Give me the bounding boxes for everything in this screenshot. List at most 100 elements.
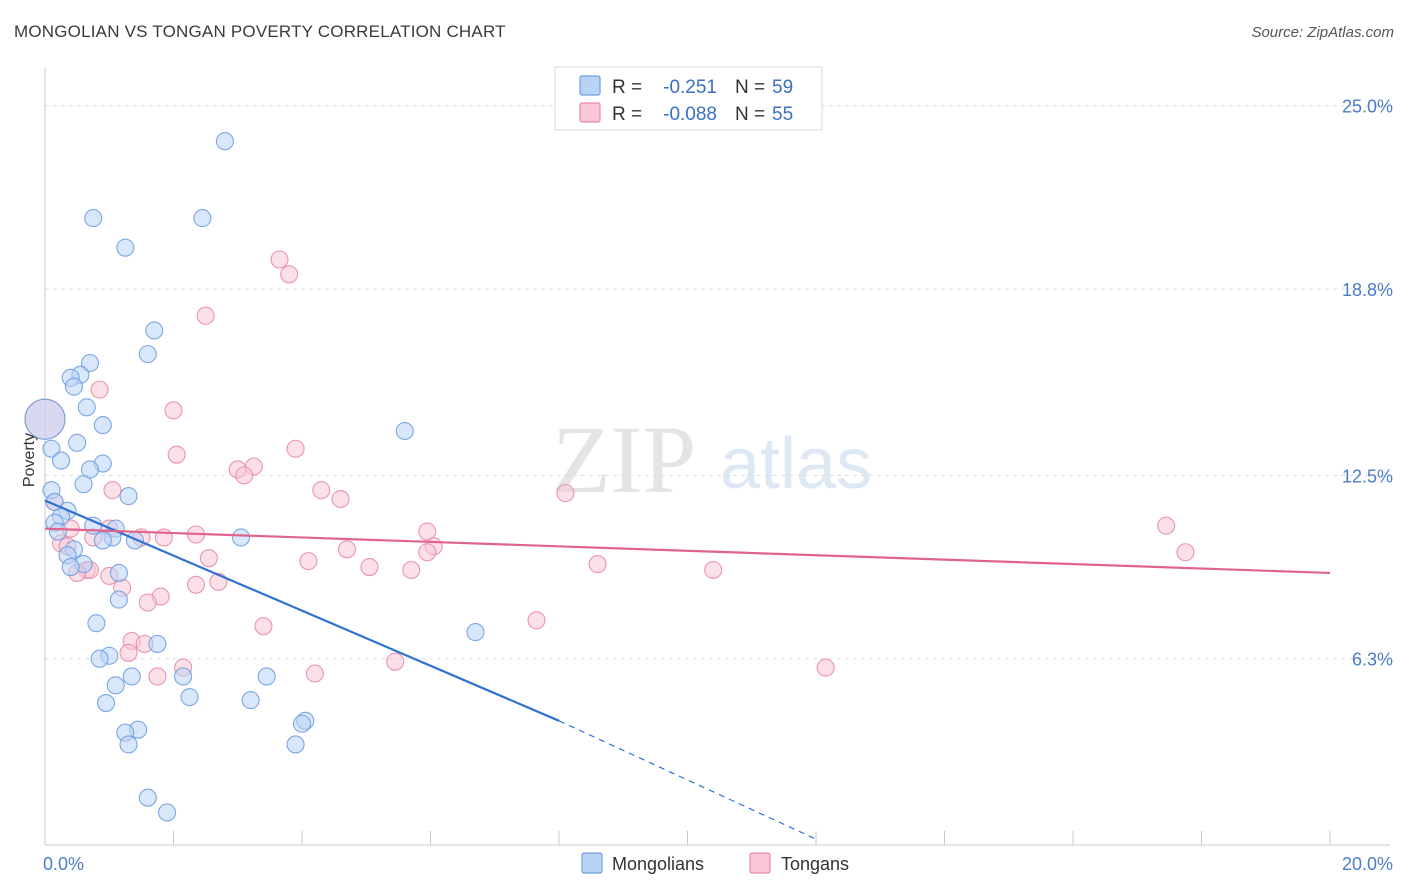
chart-source: Source: ZipAtlas.com [1251, 24, 1394, 41]
tongans-point-6 [286, 439, 305, 458]
tongans-point-30 [199, 549, 218, 568]
mongolians-point-5 [138, 345, 157, 364]
tongans-trend-line [44, 527, 1331, 575]
mongolians-point-50 [241, 691, 260, 710]
mongolians-point-52 [292, 714, 312, 733]
series-legend: Mongolians Tongans [581, 852, 849, 874]
legend-r-label-2: R = [612, 104, 642, 125]
mongolians-point-56 [119, 735, 138, 754]
mongolians-point-47 [106, 676, 125, 695]
tongans-point-33 [588, 555, 607, 574]
tick-label-layer: 6.3% 12.5% 18.8% 25.0% 0.0% 20.0% [43, 97, 1393, 874]
mongolians-point-0 [215, 132, 234, 151]
tongans-point-49 [386, 652, 405, 671]
tongans-point-12 [312, 481, 331, 500]
mongolians-point-55 [286, 735, 305, 754]
tongans-point-27 [418, 543, 437, 562]
mongolians-point-46 [257, 667, 276, 686]
chart-title: MONGOLIAN VS TONGAN POVERTY CORRELATION … [14, 22, 506, 41]
mongolians-point-2 [193, 209, 212, 228]
mongolians-point-38 [395, 421, 414, 441]
tongans-point-52 [305, 664, 324, 683]
x-tick-label-0: 0.0% [43, 854, 84, 874]
tongans-point-34 [704, 560, 723, 580]
y-axis-title: Poverty [21, 433, 38, 487]
tongans-point-48 [119, 643, 138, 662]
mongolians-point-9 [64, 377, 83, 396]
mongolians-point-4 [145, 321, 164, 340]
mongolians-point-45 [174, 667, 193, 686]
legend-swatch-tongans [579, 102, 601, 123]
mongolians-point-31 [231, 528, 251, 547]
mongolians-point-20 [119, 487, 138, 506]
legend-n-label-2: N = [735, 104, 765, 125]
mongolians-point-15 [52, 451, 71, 470]
mongolians-point-43 [90, 649, 109, 668]
tongans-point-32 [360, 557, 379, 577]
bottom-legend-label-tongans: Tongans [781, 854, 849, 874]
mongolians-point-18 [74, 475, 93, 494]
y-tick-label-0: 6.3% [1352, 650, 1393, 670]
tongans-point-45 [254, 617, 273, 636]
legend-n-label-1: N = [735, 77, 765, 98]
mongolians-point-49 [96, 694, 116, 713]
tongans-point-11 [103, 481, 122, 500]
mongolians-trend-line [44, 499, 560, 722]
tongans-point-28 [1176, 543, 1195, 562]
mongolians-point-13 [68, 433, 87, 452]
tongans-point-43 [138, 593, 157, 612]
mongolians-point-37 [109, 590, 128, 609]
legend-r-value-2: -0.088 [663, 104, 717, 125]
watermark-zip: ZIP [552, 406, 696, 513]
tongans-point-2 [196, 306, 215, 325]
trend-layer [44, 499, 1331, 840]
tongans-point-53 [148, 667, 167, 686]
mongolians-point-25 [48, 522, 67, 541]
tongans-point-13 [556, 484, 575, 503]
watermark-atlas: atlas [720, 424, 872, 504]
mongolians-point-57 [138, 788, 157, 807]
tongans-point-3 [90, 380, 109, 399]
legend-r-label-1: R = [612, 77, 642, 98]
mongolians-point-11 [93, 416, 112, 435]
mongolians-point-58 [158, 803, 177, 822]
mongolians-point-29 [93, 531, 112, 550]
mongolians-point-48 [180, 688, 199, 707]
mongolians-point-41 [148, 634, 167, 653]
tongans-point-35 [402, 560, 421, 580]
mongolians-point-36 [109, 563, 128, 583]
tongans-point-14 [331, 489, 350, 509]
tongans-point-39 [186, 575, 206, 594]
bottom-legend-label-mongolians: Mongolians [612, 854, 704, 874]
y-tick-label-1: 12.5% [1342, 466, 1393, 486]
tongans-point-4 [164, 401, 183, 420]
bottom-legend-swatch-mongolians [581, 852, 603, 874]
tongans-point-31 [299, 552, 318, 571]
mongolians-point-14 [42, 439, 61, 458]
mongolians-point-44 [122, 667, 141, 686]
tongans-point-0 [270, 250, 289, 269]
legend-n-value-2: 55 [772, 104, 793, 125]
tongans-point-50 [816, 658, 835, 677]
tongans-point-29 [337, 540, 357, 559]
legend-swatch-mongolians [579, 75, 601, 96]
tongans-point-16 [1157, 516, 1176, 535]
mongolians-point-39 [87, 614, 106, 633]
tongans-point-44 [527, 611, 546, 630]
y-tick-label-2: 18.8% [1342, 280, 1393, 300]
mongolians-point-3 [116, 238, 135, 257]
legend-r-value-1: -0.251 [663, 77, 717, 98]
x-tick-label-1: 20.0% [1342, 854, 1393, 874]
tongans-point-1 [280, 265, 299, 284]
mongolians-point-1 [84, 209, 103, 228]
mongolians-point-35 [61, 557, 80, 577]
mongolians-trend-extension [558, 720, 817, 840]
mongolians-point-12 [24, 398, 66, 440]
mongolians-point-6 [80, 353, 100, 373]
mongolians-point-40 [466, 623, 485, 642]
bottom-legend-swatch-tongans [749, 852, 771, 874]
correlation-legend: R = -0.251 N = 59 R = -0.088 N = 55 [554, 66, 823, 131]
mongolians-point-10 [77, 398, 96, 417]
